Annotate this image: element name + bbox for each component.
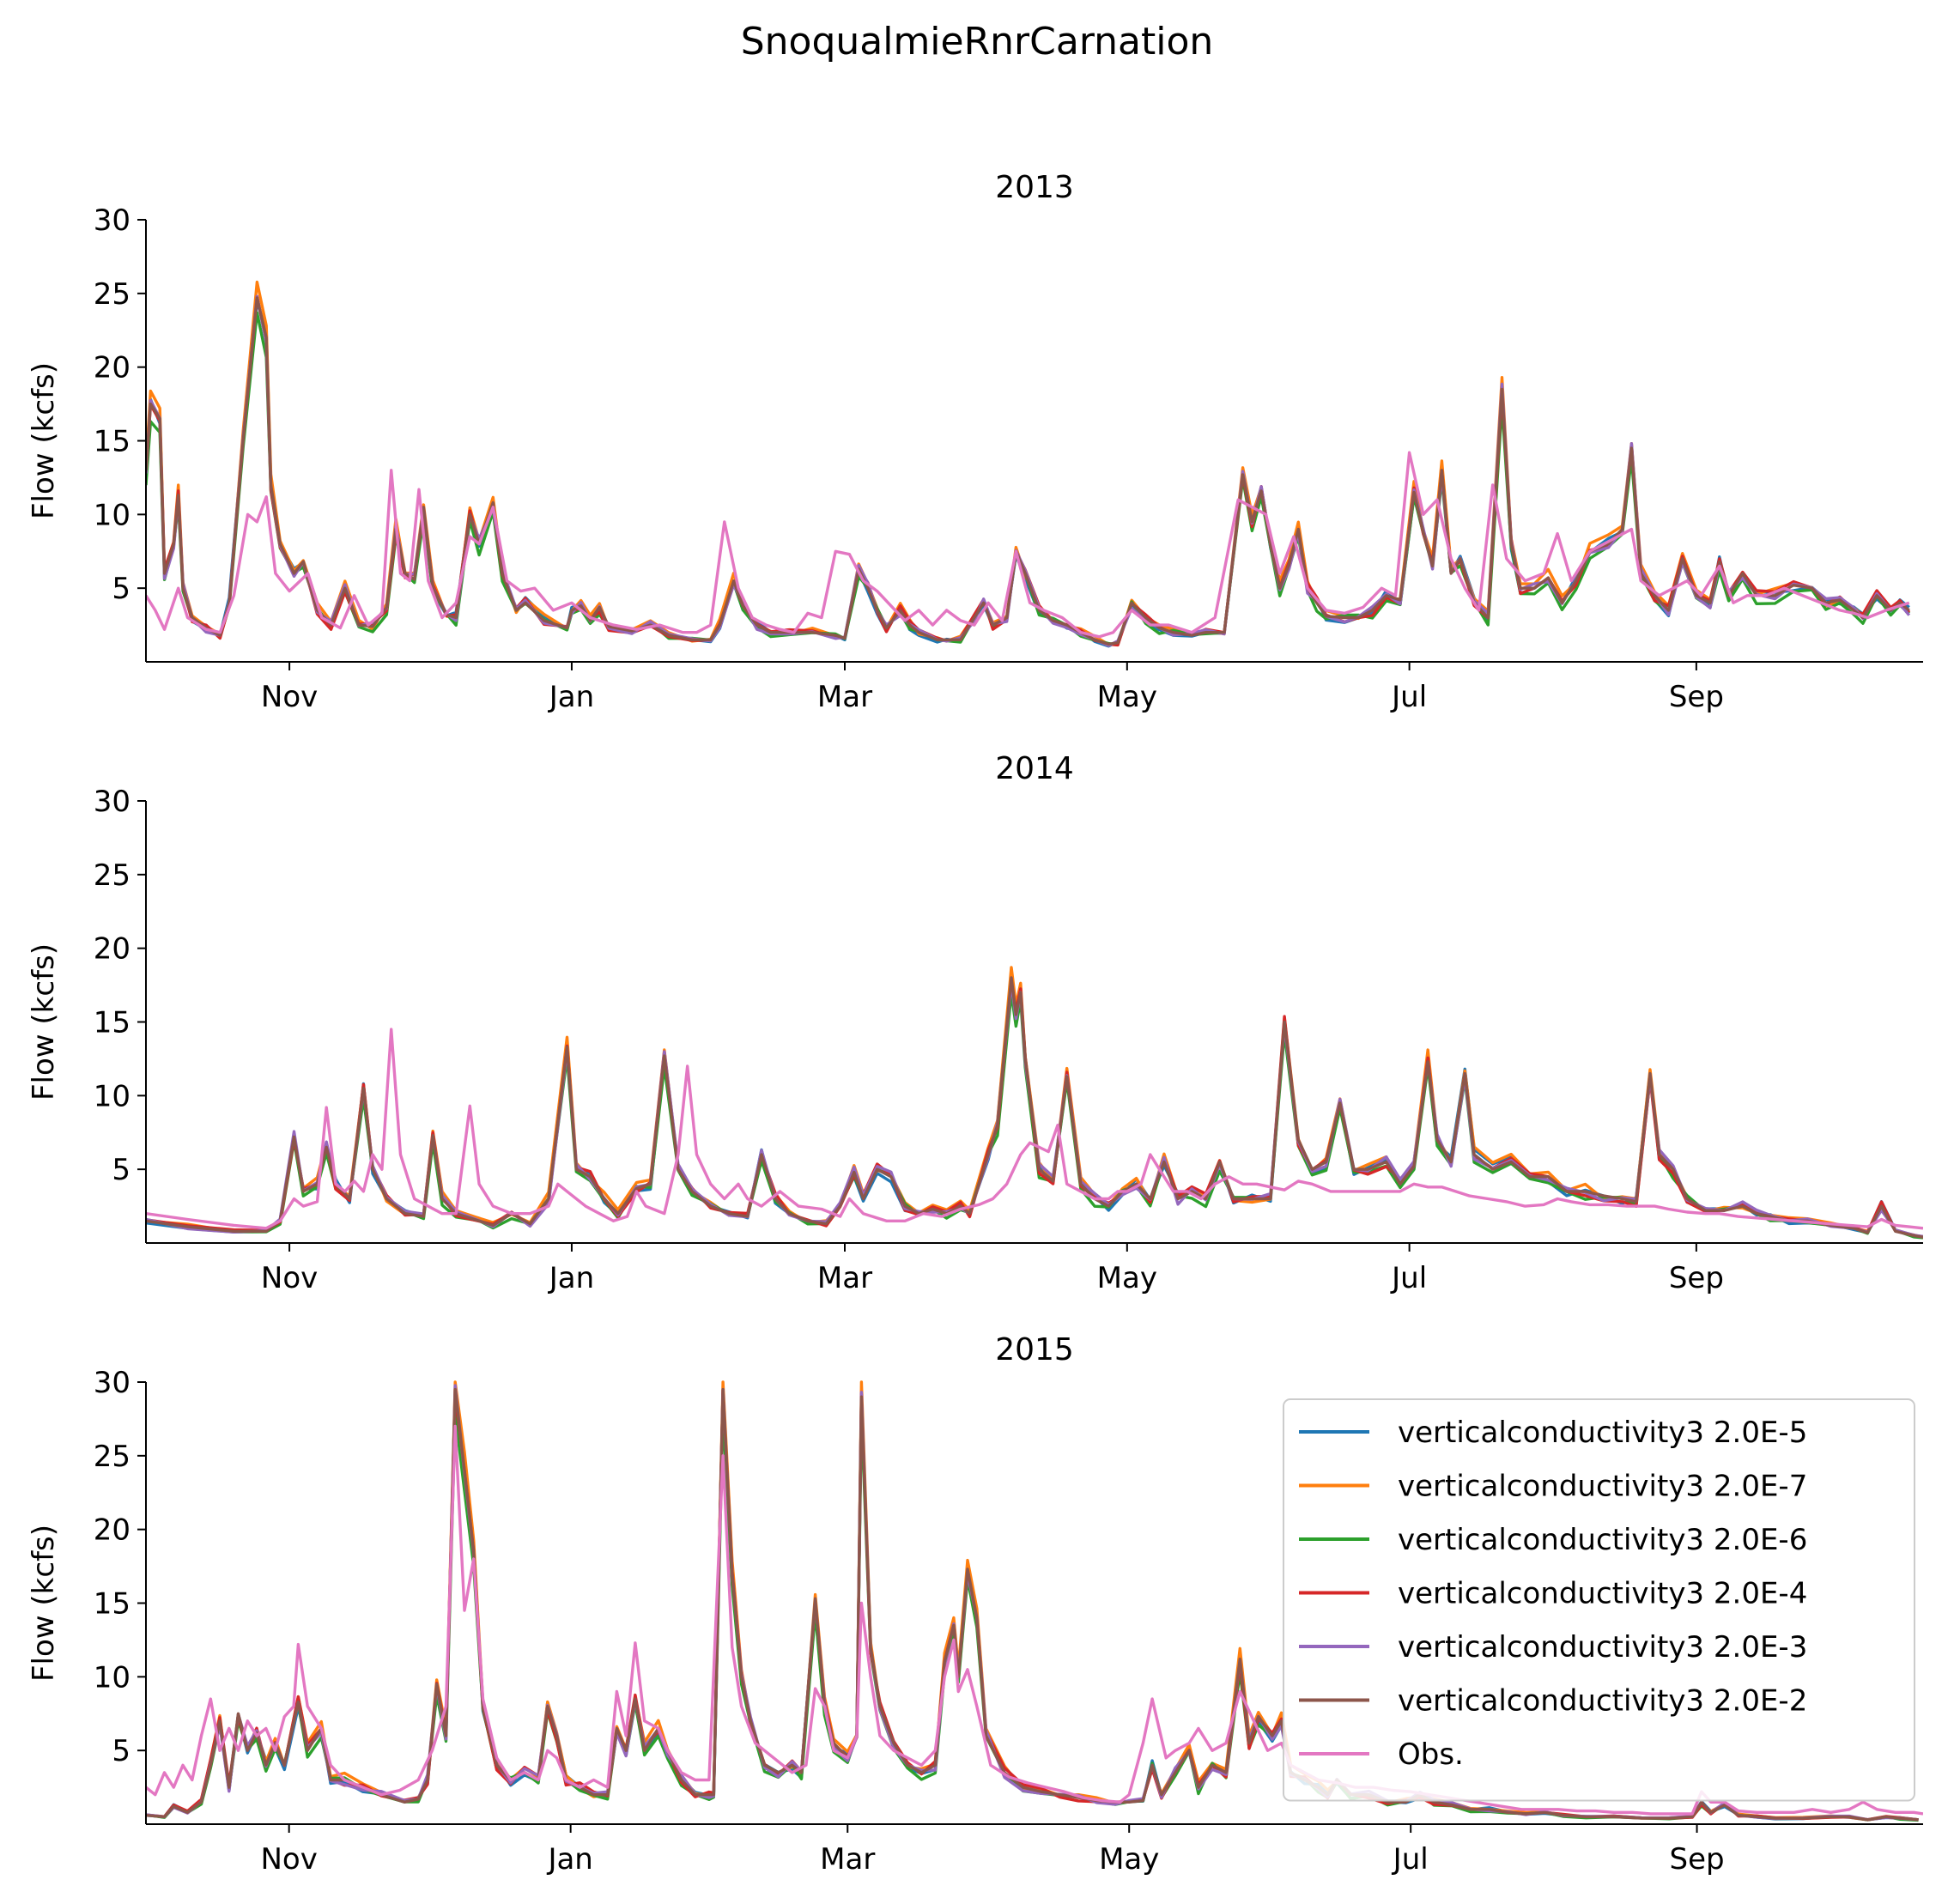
- x-tick-label: May: [1097, 1261, 1157, 1295]
- y-tick-label: 20: [94, 932, 130, 967]
- panel-title: 2014: [995, 751, 1074, 786]
- y-axis-label: Flow (kcfs): [27, 943, 61, 1101]
- x-tick-label: Jan: [548, 680, 594, 714]
- panels: 2013 5 10 15 20 25 30 Nov Jan Mar May Jul Sep Flow (k…: [27, 170, 1923, 1877]
- legend-label: verticalconductivity3 2.0E-4: [1398, 1577, 1807, 1611]
- figure-suptitle: SnoqualmieRnrCarnation: [741, 20, 1214, 64]
- legend-label: verticalconductivity3 2.0E-5: [1398, 1416, 1807, 1450]
- series-line-obs: [146, 451, 1910, 639]
- y-tick-label: 5: [112, 572, 130, 606]
- y-tick-label: 25: [94, 1440, 130, 1474]
- x-tick-label: Nov: [261, 680, 318, 714]
- legend-box: [1283, 1398, 1915, 1802]
- x-tick-label: Jan: [546, 1842, 592, 1877]
- plot-area: [146, 1380, 1923, 1822]
- legend-label: verticalconductivity3 2.0E-6: [1398, 1523, 1807, 1557]
- x-tick-label: Jul: [1390, 680, 1427, 714]
- x-tick-label: May: [1099, 1842, 1159, 1877]
- legend-label: Obs.: [1398, 1737, 1464, 1772]
- plot-area: [146, 280, 1911, 648]
- y-tick-label: 15: [94, 1006, 130, 1040]
- panel-title: 2013: [995, 170, 1074, 205]
- y-tick-label: 20: [94, 351, 130, 385]
- legend-label: verticalconductivity3 2.0E-7: [1398, 1470, 1807, 1504]
- x-tick-label: Sep: [1669, 680, 1724, 714]
- panel-2013: 2013 5 10 15 20 25 30 Nov Jan Mar May Jul Sep Flow (k…: [27, 170, 1923, 714]
- panel-title: 2015: [995, 1332, 1074, 1367]
- y-tick-label: 25: [94, 277, 130, 312]
- x-tick-label: Nov: [261, 1261, 318, 1295]
- y-tick-label: 10: [94, 1079, 130, 1113]
- plot-area: [146, 966, 1923, 1240]
- x-tick-label: Mar: [817, 680, 872, 714]
- series-line-obs: [146, 1424, 1923, 1816]
- y-tick-label: 15: [94, 1587, 130, 1622]
- series-line-obs: [146, 1028, 1923, 1230]
- x-tick-label: Mar: [820, 1842, 875, 1877]
- y-tick-label: 15: [94, 425, 130, 459]
- x-tick-label: Mar: [817, 1261, 872, 1295]
- y-axis-label: Flow (kcfs): [27, 362, 61, 519]
- x-tick-label: Sep: [1669, 1842, 1724, 1877]
- y-tick-label: 30: [94, 785, 130, 819]
- y-tick-label: 5: [112, 1734, 130, 1768]
- legend: verticalconductivity3 2.0E-5 verticalcond…: [1283, 1398, 1915, 1802]
- y-tick-label: 10: [94, 498, 130, 532]
- x-tick-label: Jul: [1392, 1842, 1429, 1877]
- x-tick-label: Sep: [1669, 1261, 1724, 1295]
- legend-label: verticalconductivity3 2.0E-2: [1398, 1684, 1807, 1719]
- y-tick-label: 30: [94, 1366, 130, 1400]
- series-line-s2: [146, 1387, 1919, 1822]
- x-tick-label: May: [1097, 680, 1157, 714]
- panel-2015: 2015 5 10 15 20 25 30 Nov Jan Mar May Jul Sep Flow (k…: [27, 1332, 1923, 1877]
- x-tick-label: Jan: [548, 1261, 594, 1295]
- y-axis-label: Flow (kcfs): [27, 1525, 61, 1682]
- series-line-s2: [146, 976, 1923, 1239]
- x-tick-label: Nov: [260, 1842, 317, 1877]
- y-tick-label: 5: [112, 1153, 130, 1187]
- legend-label: verticalconductivity3 2.0E-3: [1398, 1630, 1807, 1664]
- panel-2014: 2014 5 10 15 20 25 30 Nov Jan Mar May Jul Sep Flow (k…: [27, 751, 1923, 1295]
- y-tick-label: 30: [94, 203, 130, 238]
- y-tick-label: 20: [94, 1513, 130, 1548]
- x-tick-label: Jul: [1390, 1261, 1427, 1295]
- y-tick-label: 25: [94, 858, 130, 893]
- y-tick-label: 10: [94, 1660, 130, 1695]
